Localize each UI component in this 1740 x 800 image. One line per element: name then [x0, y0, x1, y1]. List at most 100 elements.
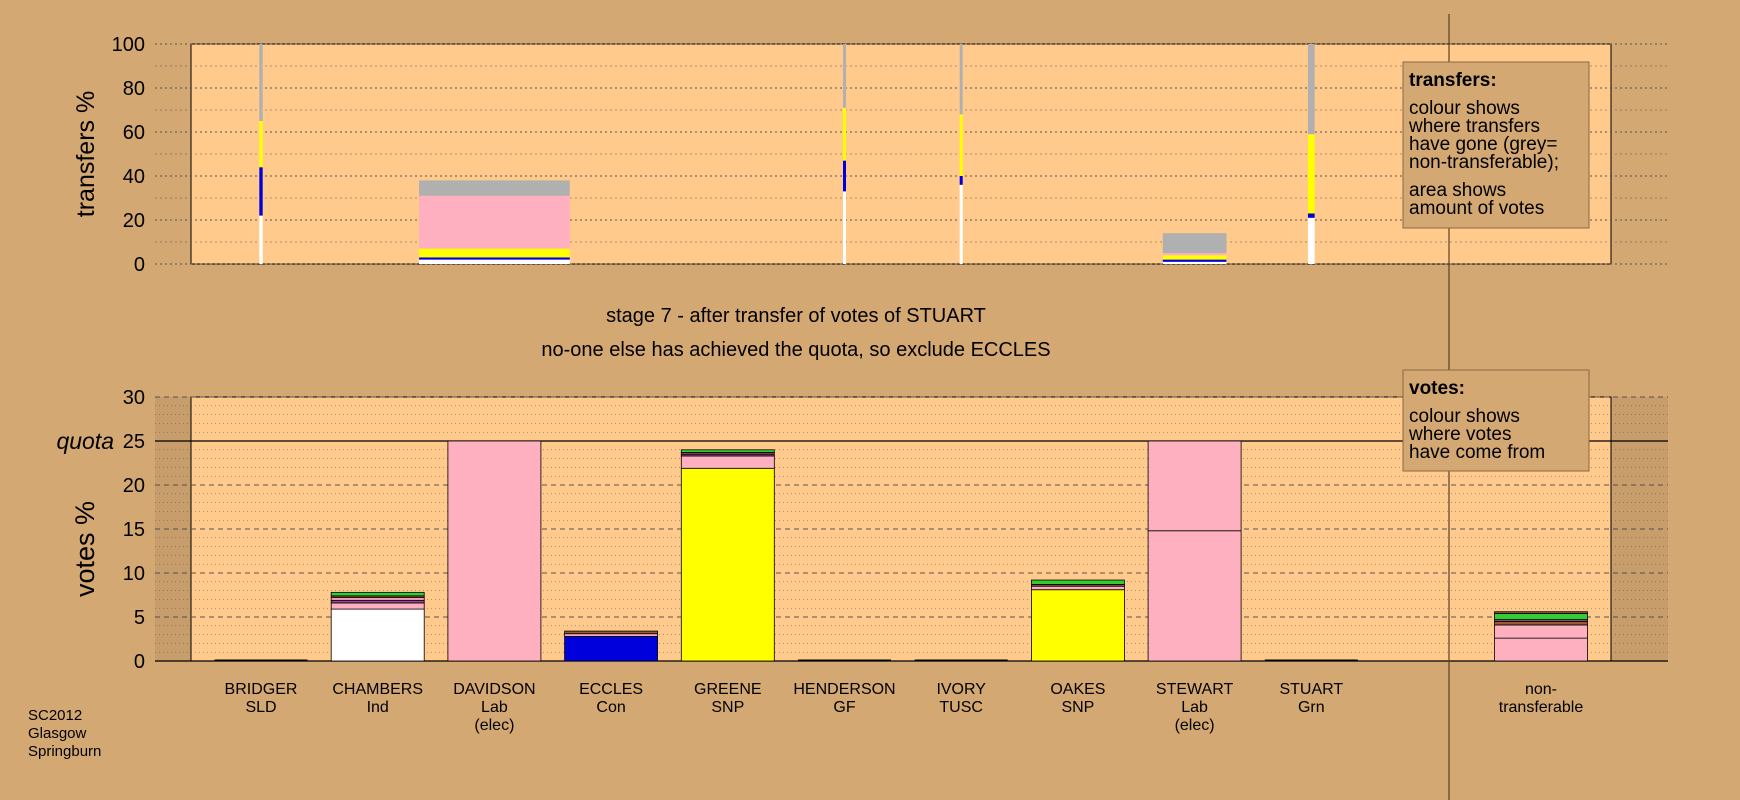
transfer-segment-bridger-white [259, 215, 263, 264]
transfer-segment-stuart-grey [1307, 44, 1315, 135]
candidate-label-party: Lab [1181, 699, 1208, 716]
transfer-segment-henderson-yellow [843, 107, 846, 161]
transfer-segment-davidson-blue [419, 257, 570, 260]
candidate-label-party: SLD [245, 699, 276, 716]
transfer-segment-stewart-pink [1162, 253, 1227, 256]
transfer-segment-henderson-grey [843, 44, 846, 108]
transfer-segment-ivory-grey [959, 44, 963, 115]
votes-y-axis-label: votes % [70, 501, 100, 597]
transfers-panel: 0 20 40 60 80 100 transfers % [72, 34, 1668, 276]
transfers-y-axis-label: transfers % [72, 91, 100, 217]
vote-segment-oakes-yellow [1031, 589, 1125, 662]
candidate-label-name: STUART [1279, 681, 1343, 698]
votes-legend-box [1402, 369, 1590, 472]
candidate-label-party: SNP [711, 699, 744, 716]
votes-y-tick-label: 15 [123, 519, 145, 541]
transfer-segment-henderson-blue [843, 160, 846, 192]
transfer-segment-stuart-blue [1307, 213, 1315, 218]
candidate-label-party: Lab [481, 699, 508, 716]
source-line-1: SC2012 [28, 707, 82, 724]
vote-segment-oakes-green [1031, 579, 1125, 585]
votes-margin-shade-left [155, 397, 191, 661]
vote-segment-non-pink [1494, 624, 1588, 639]
transfer-segment-davidson-yellow [419, 248, 570, 258]
votes-legend-line-3: have come from [1409, 442, 1545, 463]
transfer-segment-bridger-grey [259, 44, 263, 121]
vote-segment-greene-green [680, 449, 775, 453]
candidate-label-party: Ind [367, 699, 389, 716]
candidate-label-name: HENDERSON [793, 681, 895, 698]
candidate-label-name: CHAMBERS [332, 681, 423, 698]
candidate-label-party: GF [833, 699, 855, 716]
vote-segment-chambers-white [330, 608, 425, 662]
transfer-segment-stewart-grey [1162, 233, 1227, 253]
vote-segment-non-green [1494, 613, 1588, 621]
votes-legend-title: votes: [1409, 378, 1465, 399]
transfers-legend-box [1402, 61, 1590, 229]
transfers-legend: transfers: colour shows where transfers … [1402, 61, 1590, 229]
vote-segment-chambers-pink [330, 602, 425, 610]
transfer-segment-davidson-white [419, 259, 570, 264]
quota-label: quota [56, 428, 114, 454]
candidate-label-status: (elec) [1175, 717, 1215, 734]
vote-segment-davidson-pink [447, 440, 542, 662]
candidate-label-name: STEWART [1156, 681, 1234, 698]
votes-y-tick-label: 25 [123, 431, 145, 453]
candidate-label-party: transferable [1499, 699, 1584, 716]
candidate-label-name: non- [1525, 681, 1557, 698]
transfer-segment-stuart-yellow [1307, 134, 1315, 214]
transfers-y-ticks: 0 20 40 60 80 100 [112, 34, 145, 276]
transfers-y-tick-label: 40 [123, 166, 145, 188]
candidate-labels: BRIDGERSLDCHAMBERSIndDAVIDSONLab(elec)EC… [225, 681, 1584, 734]
vote-segment-stewart-pink [1147, 440, 1242, 532]
candidate-label-party: Con [596, 699, 625, 716]
source-line-2: Glasgow [28, 725, 87, 742]
transfers-y-tick-label: 100 [112, 34, 145, 56]
transfers-legend-line-5: area shows [1409, 180, 1506, 201]
votes-y-tick-label: 5 [134, 607, 145, 629]
transfers-y-tick-label: 60 [123, 122, 145, 144]
transfers-legend-line-2: where transfers [1408, 116, 1540, 137]
candidate-label-name: OAKES [1050, 681, 1105, 698]
transfer-segment-ivory-yellow [959, 114, 963, 176]
votes-y-tick-label: 0 [134, 651, 145, 673]
transfers-y-tick-label: 20 [123, 210, 145, 232]
transfers-legend-line-3: have gone (grey= [1409, 134, 1557, 155]
candidate-label-name: BRIDGER [225, 681, 298, 698]
candidate-label-name: IVORY [936, 681, 986, 698]
votes-y-tick-label: 10 [123, 563, 145, 585]
stage-line: stage 7 - after transfer of votes of STU… [606, 305, 986, 327]
vote-segment-eccles-blue [564, 635, 658, 662]
exclude-line: no-one else has achieved the quota, so e… [541, 339, 1050, 361]
transfer-segment-stewart-yellow [1162, 255, 1227, 260]
vote-segment-non-brown [1494, 621, 1588, 626]
vote-segment-non-pink [1494, 637, 1588, 662]
candidate-label-party: TUSC [939, 699, 983, 716]
vote-segment-stewart-pink [1147, 530, 1242, 662]
transfer-segment-davidson-grey [419, 180, 570, 196]
transfers-legend-line-1: colour shows [1409, 98, 1520, 119]
transfer-segment-bridger-blue [259, 167, 263, 216]
votes-y-tick-label: 20 [123, 475, 145, 497]
votes-y-tick-label: 30 [123, 387, 145, 409]
transfers-bars [259, 44, 1315, 264]
vote-segment-chambers-green [330, 591, 425, 597]
votes-legend-line-1: colour shows [1409, 406, 1520, 427]
vote-segment-eccles-brown [564, 630, 658, 635]
transfer-segment-bridger-yellow [259, 121, 263, 168]
transfers-y-tick-label: 80 [123, 78, 145, 100]
source-line-3: Springburn [28, 743, 101, 760]
transfers-legend-title: transfers: [1409, 70, 1497, 91]
votes-bars [214, 440, 1588, 662]
candidate-label-name: DAVIDSON [453, 681, 535, 698]
transfers-y-tick-label: 0 [134, 254, 145, 276]
candidate-label-party: Grn [1298, 699, 1325, 716]
transfer-segment-ivory-white [959, 184, 963, 264]
vote-segment-greene-yellow [680, 467, 775, 662]
votes-margin-shade-right [1611, 397, 1668, 661]
transfers-legend-line-4: non-transferable); [1409, 152, 1559, 173]
transfer-segment-stewart-white [1162, 261, 1227, 264]
